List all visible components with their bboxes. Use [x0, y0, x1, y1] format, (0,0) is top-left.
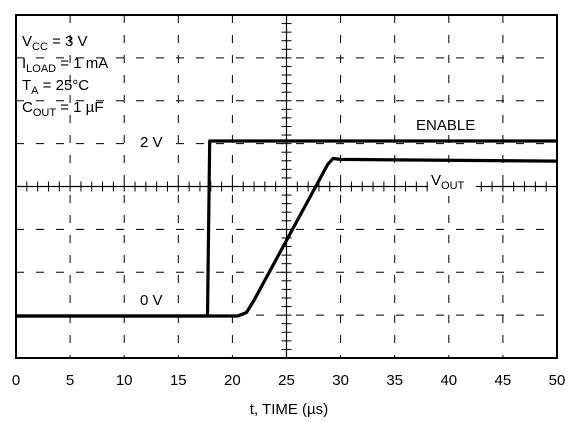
series-line-vout [16, 156, 558, 318]
x-tick-label: 35 [386, 372, 403, 389]
x-tick-label: 45 [495, 372, 512, 389]
plot-frame [15, 14, 558, 359]
label-enable-backdrop [413, 115, 489, 135]
x-tick-label: 20 [224, 372, 241, 389]
condition-ta: TA = 25°C [22, 77, 89, 97]
center-axis-ticks [16, 15, 557, 358]
label-enable: ENABLE [416, 117, 475, 134]
label-2v-backdrop [136, 131, 170, 151]
label-0v-backdrop [136, 289, 170, 309]
condition-cout: COUT = 1 µF [22, 99, 104, 119]
label-0v: 0 V [140, 292, 163, 309]
chart-grid [16, 15, 557, 358]
label-vout: VOUT [431, 172, 465, 192]
x-tick-label: 40 [440, 372, 457, 389]
condition-iload: ILOAD = 1 mA [22, 55, 108, 75]
x-tick-label: 15 [170, 372, 187, 389]
x-tick-label: 50 [549, 372, 566, 389]
x-axis-label: t, TIME (µs) [250, 401, 328, 418]
test-conditions: VCC = 3 V ILOAD = 1 mA TA = 25°C COUT = … [22, 33, 108, 119]
x-tick-label: 0 [12, 372, 20, 389]
condition-vcc: VCC = 3 V [22, 33, 88, 53]
plot-border [15, 14, 558, 359]
label-2v: 2 V [140, 134, 163, 151]
x-tick-label: 10 [116, 372, 133, 389]
x-tick-label: 30 [332, 372, 349, 389]
x-tick-labels: 0 5 10 15 20 25 30 35 40 45 50 [12, 372, 566, 389]
x-tick-label: 25 [278, 372, 295, 389]
series-layer [16, 139, 558, 318]
label-vout-backdrop [428, 170, 476, 196]
x-tick-label: 5 [66, 372, 74, 389]
